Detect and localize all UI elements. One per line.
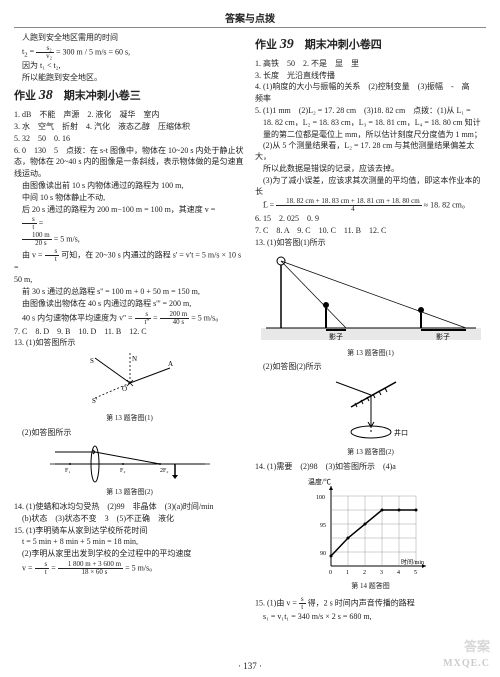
line: s₁ = v₁t₁ = 340 m/s × 2 s = 680 m, <box>255 612 486 623</box>
formula: L̄ = 18. 82 cm + 18. 83 cm + 18. 81 cm +… <box>255 198 486 213</box>
svg-text:影子: 影子 <box>329 332 343 341</box>
figure-shadow: 影子影子 第 13 题答图(1) <box>255 253 486 358</box>
answer-line: 14. (1)使蜡和冰均匀受热 (2)99 非晶体 (3)(a)时间/min <box>14 502 245 513</box>
line: (2)从 5 个测量结果看，L₂ = 17. 28 cm 与其他测量结果偏差太大… <box>255 141 486 163</box>
answer-line: 6. 15 2. 025 0. 9 <box>255 214 486 225</box>
figure-well: 井口 第 13 题答图(2) <box>255 377 486 457</box>
formula: 100 m20 s = 5 m/s, <box>14 232 245 247</box>
answer-line: 13. (1)如答图所示 <box>14 338 245 349</box>
svg-text:5: 5 <box>414 570 417 576</box>
line: (b)状态 (3)状态不变 3 (5)不正确 液化 <box>14 514 245 525</box>
line: 因为 t₁ < t₂, <box>14 61 245 72</box>
answer-line: 7. C 8. A 9. C 10. C 11. B 12. C <box>255 226 486 237</box>
svg-text:1: 1 <box>346 570 349 576</box>
answer-line: 7. C 8. D 9. B 10. D 11. B 12. C <box>14 327 245 338</box>
svg-text:90: 90 <box>320 551 326 557</box>
svg-text:4: 4 <box>397 570 400 576</box>
page-number: · 137 · <box>0 661 500 671</box>
line: 后 20 s 通过的路程为 200 m−100 m = 100 m，其速度 v … <box>14 205 245 216</box>
answer-line: 态，物体在 20~40 s 内的图像是一条斜线，表示物体做的是匀速直 <box>14 157 245 168</box>
line: (2)如答图所示 <box>14 428 245 439</box>
line: (2)李明从家里出发到学校的全过程中的平均速度 <box>14 549 245 560</box>
svg-text:N: N <box>132 355 137 363</box>
formula: t2 = s₂v₂ = 300 m / 5 m/s = 60 s, <box>14 45 245 60</box>
svg-text:95: 95 <box>320 523 326 529</box>
answer-line: 13. (1)如答图(1)所示 <box>255 238 486 249</box>
svg-text:时间/min: 时间/min <box>401 558 424 566</box>
svg-text:F₁: F₁ <box>65 468 70 474</box>
line: t = 5 min + 8 min + 5 min = 18 min, <box>14 537 245 548</box>
svg-text:F₂: F₂ <box>120 468 125 474</box>
line: 前 30 s 通过的总路程 s'' = 100 m + 0 + 50 m = 1… <box>14 287 245 298</box>
line: 由图像读出物体在 40 s 内通过的路程 s''' = 200 m, <box>14 299 245 310</box>
svg-text:S': S' <box>92 397 97 405</box>
answer-line: 线运动。 <box>14 169 245 180</box>
answer-line: 1. 高铁 50 2. 不是 显 里 <box>255 59 486 70</box>
section-title: 作业 38 期末冲刺小卷三 <box>14 87 245 106</box>
svg-text:温度/℃: 温度/℃ <box>308 477 331 486</box>
line: 50 m, <box>14 275 245 286</box>
answer-line: 频率 <box>255 94 486 105</box>
answer-line: 3. 长度 光沿直线传播 <box>255 71 486 82</box>
svg-text:2: 2 <box>363 570 366 576</box>
formula: st = <box>14 216 245 231</box>
page-header: 答案与点拨 <box>14 10 486 28</box>
svg-text:S: S <box>90 357 94 365</box>
answer-line: 1. dB 不能 声源 2. 液化 凝华 室内 <box>14 110 245 121</box>
formula: 由 v = st 可知，在 20~30 s 内通过的路程 s' = v't = … <box>14 248 245 274</box>
figure-13-1: OASNS' 第 13 题答图(1) <box>14 353 245 423</box>
formula: v = st = 1 800 m + 3 600 m18 × 60 s = 5 … <box>14 561 245 576</box>
figure-13-2: F₁F₂2F₂ 第 13 题答图(2) <box>14 442 245 497</box>
answer-line: 14. (1)需要 (2)98 (3)如答图所示 (4)a <box>255 462 486 473</box>
line: 中间 10 s 物体静止不动, <box>14 193 245 204</box>
answer-line: 4. (1)响度的大小与振幅的关系 (2)控制变量 (3)振幅 - 高 <box>255 82 486 93</box>
svg-text:0: 0 <box>329 570 332 576</box>
line: 量的第二位都是毫位上 mm，所以估计刻度尺分度值为 1 mm； <box>255 130 486 141</box>
svg-text:O: O <box>122 385 127 393</box>
svg-text:井口: 井口 <box>394 428 408 437</box>
line: 人跑到安全地区需用的时间 <box>14 33 245 44</box>
right-column: 作业 39 期末冲刺小卷四 1. 高铁 50 2. 不是 显 里 3. 长度 光… <box>255 32 486 657</box>
answer-line: 3. 水 空气 折射 4. 汽化 液态乙醇 压缩体积 <box>14 122 245 133</box>
watermark-url: MXQE.C <box>443 658 490 669</box>
answer-line: 5. (1)1 mm (2)L₂ = 17. 28 cm (3)18. 82 c… <box>255 106 486 117</box>
left-column: 人跑到安全地区需用的时间 t2 = s₂v₂ = 300 m / 5 m/s =… <box>14 32 245 657</box>
line: (3)为了减小误差，应该求其次测量的平均值，即这本作业本的长 <box>255 176 486 198</box>
watermark: 答案 <box>464 636 490 655</box>
svg-text:2F₂: 2F₂ <box>160 468 168 474</box>
line: 所以此数据是错误的记录，应该去掉。 <box>255 164 486 175</box>
svg-text:3: 3 <box>380 570 383 576</box>
line: (2)如答图(2)所示 <box>255 362 486 373</box>
section-title: 作业 39 期末冲刺小卷四 <box>255 36 486 55</box>
answer-line: 6. 0 130 5 点拨：在 s-t 图像中，物体在 10~20 s 内处于静… <box>14 146 245 157</box>
figure-temp-chart: 温度/℃ 1009590 012345 时间/min 第 14 题答图 <box>255 476 486 591</box>
answer-line: 15. (1)李明骑车从家到达学校所花时间 <box>14 526 245 537</box>
formula: 40 s 内匀速物体平均速度为 v'' = st'' = 200 m40 s =… <box>14 311 245 326</box>
answer-line: 5. 32 50 0. 16 <box>14 134 245 145</box>
line: 18. 82 cm，L₂ = 18. 83 cm，L₃ = 18. 81 cm，… <box>255 118 486 129</box>
line: 所以能跑到安全地区。 <box>14 73 245 84</box>
svg-text:A: A <box>168 360 173 368</box>
formula: 15. (1)由 v = st 得，2 s 时间内声音传播的路程 <box>255 596 486 611</box>
svg-text:100: 100 <box>316 495 325 501</box>
line: 由图像读出前 10 s 内物体通过的路程为 100 m, <box>14 181 245 192</box>
svg-text:影子: 影子 <box>436 332 450 341</box>
